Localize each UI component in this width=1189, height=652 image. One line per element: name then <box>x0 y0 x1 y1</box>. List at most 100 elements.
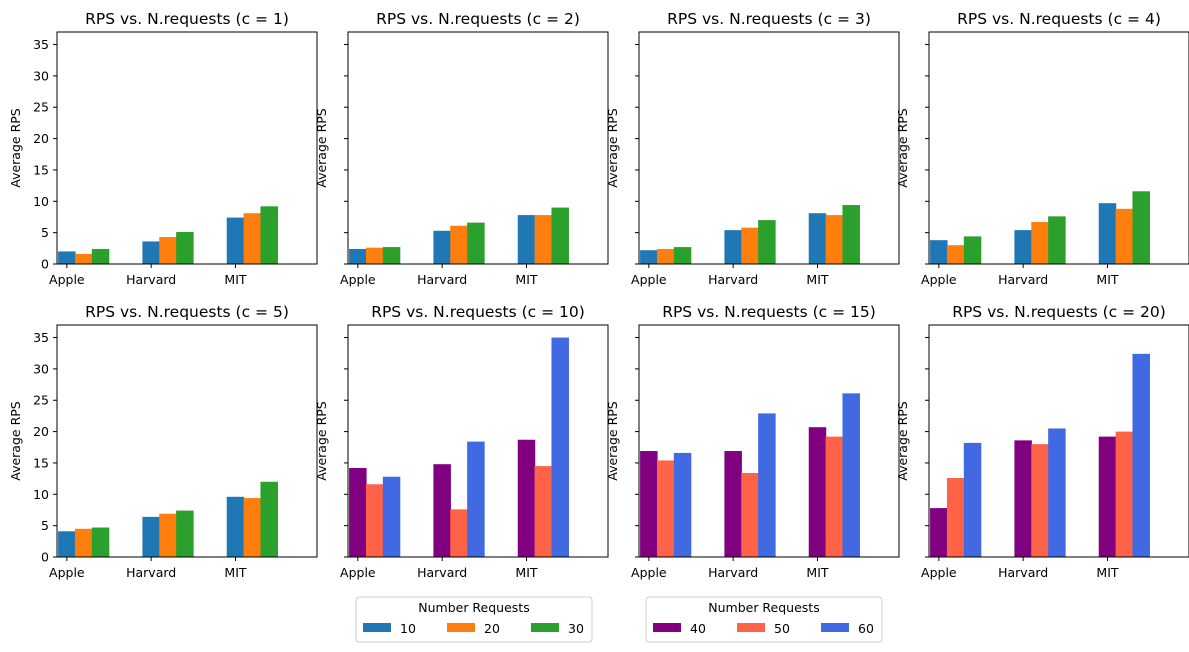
bar-50-mit <box>534 466 553 557</box>
y-tick-label: 20 <box>33 131 49 146</box>
bar-40-apple <box>640 451 658 557</box>
bar-30-apple <box>91 248 110 264</box>
y-tick-label: 10 <box>33 487 49 502</box>
bar-30-mit <box>842 205 860 264</box>
x-tick-label: MIT <box>224 565 246 580</box>
y-tick-label: 30 <box>33 361 49 376</box>
bar-20-harvard <box>741 227 759 264</box>
bar-10-harvard <box>1014 230 1032 264</box>
y-tick-label: 20 <box>33 424 49 439</box>
bar-60-apple <box>673 452 692 557</box>
axes-frame <box>928 31 1189 265</box>
bar-20-harvard <box>450 225 468 264</box>
legend-swatch-40 <box>653 623 681 632</box>
bar-30-harvard <box>176 510 194 557</box>
axes-frame <box>347 324 609 558</box>
panel-6: RPS vs. N.requests (c = 10) Average RPS Ap… <box>314 303 609 580</box>
bar-30-apple <box>382 247 401 264</box>
x-tick-label: Apple <box>921 565 957 580</box>
y-axis-label: Average RPS <box>8 108 23 188</box>
x-tick-label: Harvard <box>417 272 467 287</box>
bar-50-harvard <box>1031 444 1049 557</box>
axes-frame <box>347 31 609 265</box>
bar-20-apple <box>74 253 93 264</box>
x-tick-label: Apple <box>340 272 376 287</box>
y-tick-label: 0 <box>41 550 49 565</box>
x-tick-label: Apple <box>631 272 667 287</box>
bar-50-apple <box>946 477 965 557</box>
bar-40-apple <box>930 508 948 557</box>
bar-50-mit <box>825 436 844 557</box>
panel-title: RPS vs. N.requests (c = 1) <box>85 10 289 28</box>
y-tick-label: 35 <box>33 330 49 345</box>
y-axis-label: Average RPS <box>605 401 620 481</box>
x-tick-label: MIT <box>515 272 537 287</box>
bar-50-mit <box>1115 431 1134 557</box>
axes-frame <box>638 324 900 558</box>
bar-10-mit <box>808 213 827 264</box>
bar-40-mit <box>808 427 827 557</box>
y-axis-label: Average RPS <box>895 108 910 188</box>
y-tick-label: 30 <box>33 68 49 83</box>
bar-40-harvard <box>724 451 742 557</box>
y-axis-label: Average RPS <box>8 401 23 481</box>
y-axis-label: Average RPS <box>314 401 329 481</box>
axes-frame <box>928 324 1189 558</box>
bar-40-harvard <box>433 464 451 557</box>
bar-10-mit <box>517 215 536 264</box>
bar-20-apple <box>74 528 93 557</box>
bar-60-mit <box>551 337 569 557</box>
bar-20-apple <box>656 248 675 264</box>
bar-20-harvard <box>159 237 177 264</box>
bar-30-harvard <box>1048 216 1066 264</box>
bar-40-apple <box>349 467 367 557</box>
bar-10-apple <box>930 240 948 264</box>
bar-60-mit <box>1132 353 1150 557</box>
legend-swatch-10 <box>363 623 391 632</box>
y-tick-label: 25 <box>33 393 49 408</box>
bar-50-apple <box>365 484 384 557</box>
bar-10-apple <box>349 248 367 264</box>
legend-label-50: 50 <box>774 621 790 636</box>
bar-30-mit <box>260 206 278 264</box>
panel-title: RPS vs. N.requests (c = 3) <box>667 10 871 28</box>
x-tick-label: Harvard <box>998 565 1048 580</box>
panel-4: RPS vs. N.requests (c = 4) Average RPS App… <box>895 10 1189 287</box>
bar-30-apple <box>673 247 692 264</box>
bar-10-harvard <box>433 230 451 264</box>
bar-30-mit <box>1132 191 1150 264</box>
x-tick-label: Apple <box>49 272 85 287</box>
panel-8: RPS vs. N.requests (c = 20) Average RPS Ap… <box>895 303 1189 580</box>
panel-3: RPS vs. N.requests (c = 3) Average RPS App… <box>605 10 900 287</box>
panel-title: RPS vs. N.requests (c = 10) <box>371 303 585 321</box>
bar-50-harvard <box>741 472 759 557</box>
bar-10-mit <box>226 217 245 264</box>
bar-30-harvard <box>467 222 485 264</box>
bar-10-apple <box>58 531 76 557</box>
legend-title: Number Requests <box>418 600 529 615</box>
y-axis-label: Average RPS <box>314 108 329 188</box>
y-tick-label: 5 <box>41 518 49 533</box>
x-tick-label: Harvard <box>126 565 176 580</box>
bar-10-harvard <box>142 516 160 557</box>
bar-30-apple <box>91 527 110 557</box>
bar-40-harvard <box>1014 440 1032 557</box>
legend-swatch-30 <box>531 623 559 632</box>
x-tick-label: Apple <box>631 565 667 580</box>
bar-20-harvard <box>159 513 177 557</box>
bar-60-mit <box>842 393 860 557</box>
legend-swatch-50 <box>737 623 765 632</box>
panel-5: RPS vs. N.requests (c = 5) 0 5 10 15 20 25 30 35… <box>8 303 318 580</box>
bar-30-harvard <box>758 220 776 264</box>
legend-label-30: 30 <box>568 621 584 636</box>
x-tick-label: Harvard <box>126 272 176 287</box>
bar-20-mit <box>825 215 844 264</box>
bar-20-mit <box>243 213 262 264</box>
x-tick-label: Apple <box>49 565 85 580</box>
x-tick-label: MIT <box>515 565 537 580</box>
bar-30-apple <box>963 236 982 264</box>
x-tick-label: Harvard <box>417 565 467 580</box>
panel-title: RPS vs. N.requests (c = 20) <box>952 303 1166 321</box>
legend-label-20: 20 <box>484 621 500 636</box>
bar-20-apple <box>946 245 965 264</box>
